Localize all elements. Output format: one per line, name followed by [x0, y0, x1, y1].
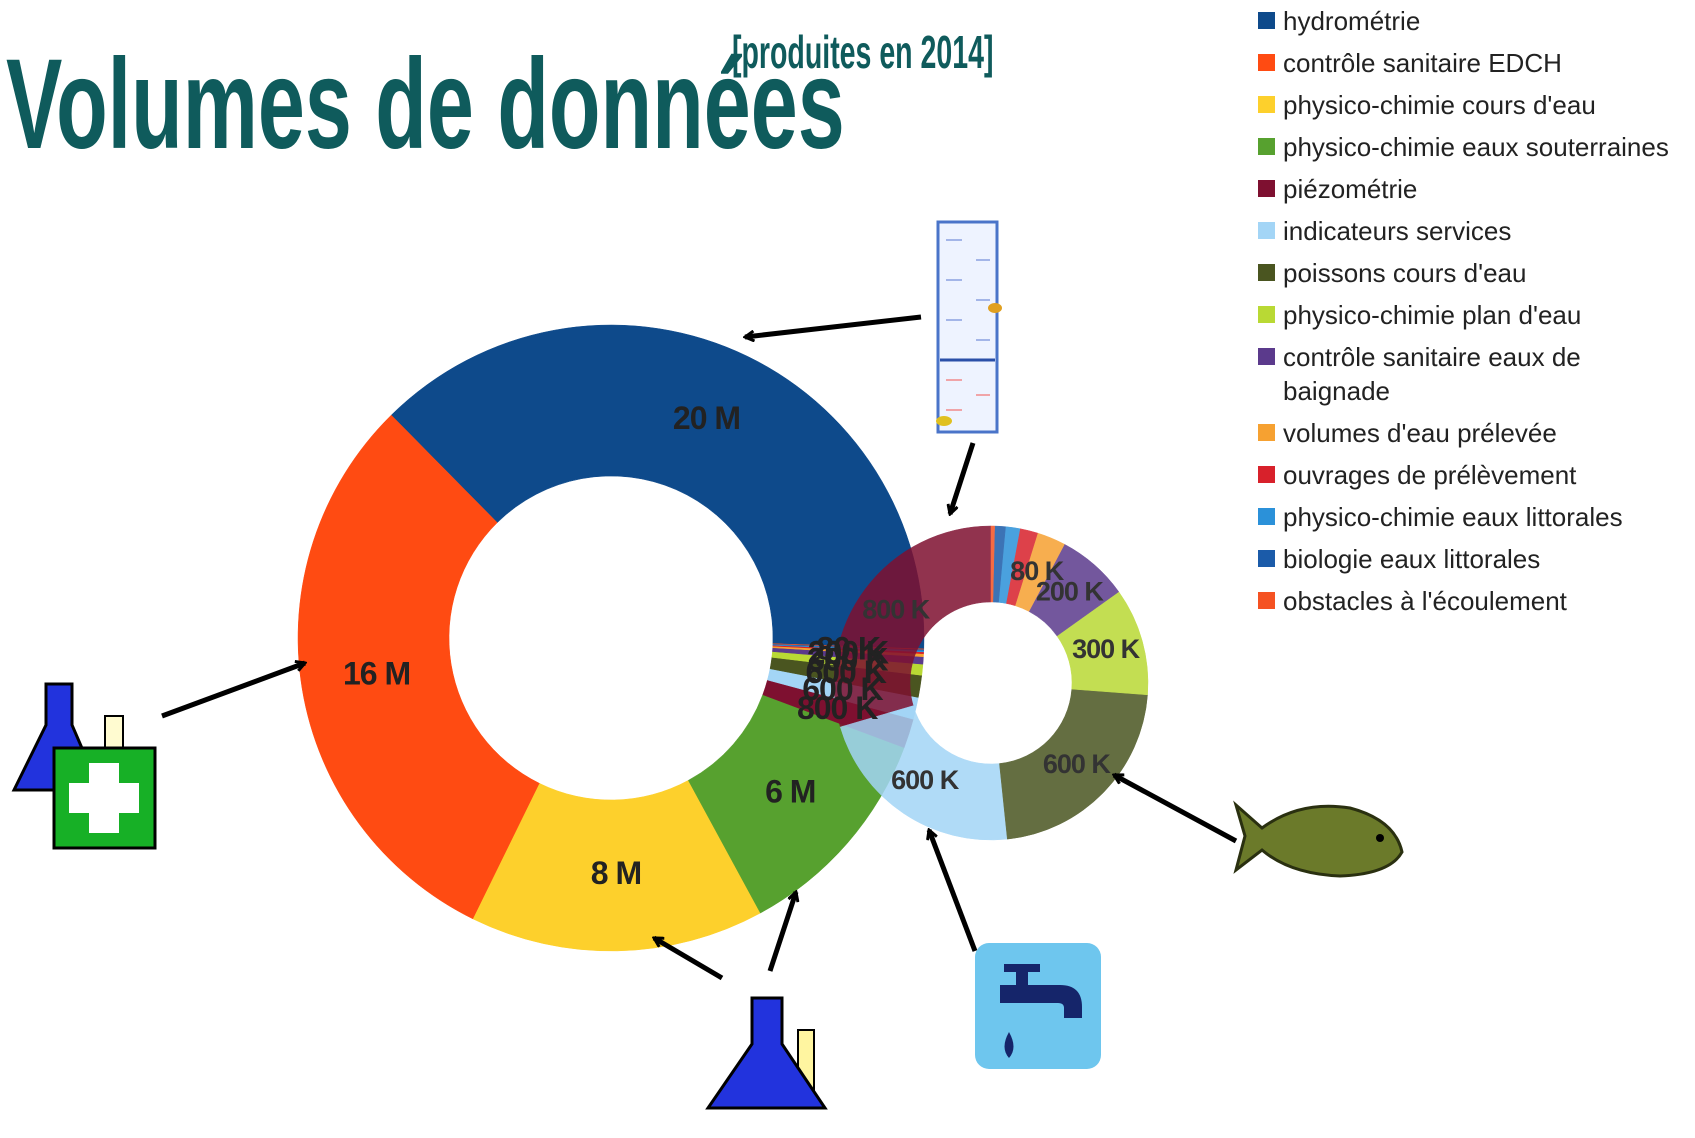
legend-swatch	[1258, 508, 1275, 525]
legend-swatch	[1258, 96, 1275, 113]
slice-label: 8 M	[591, 855, 641, 891]
lab-health-icon	[14, 684, 155, 848]
legend-item: piézométrie	[1258, 172, 1693, 206]
tap-icon	[975, 943, 1101, 1069]
fish-icon	[1236, 805, 1402, 876]
arrow	[654, 938, 722, 978]
legend: hydrométrie contrôle sanitaire EDCH physic…	[1258, 4, 1693, 626]
chart-subtitle: [produites en 2014]	[732, 27, 993, 79]
legend-label: indicateurs services	[1283, 214, 1688, 248]
legend-label: physico-chimie cours d'eau	[1283, 88, 1688, 122]
arrow	[745, 317, 921, 337]
legend-item: contrôle sanitaire EDCH	[1258, 46, 1693, 80]
legend-swatch	[1258, 180, 1275, 197]
legend-item: volumes d'eau prélevée	[1258, 416, 1693, 450]
legend-label: obstacles à l'écoulement	[1283, 584, 1688, 618]
legend-swatch	[1258, 222, 1275, 239]
chart-title: Volumes de données	[6, 32, 845, 175]
page: Volumes de données [produites en 2014] 2…	[0, 0, 1695, 1138]
arrow	[1114, 775, 1236, 841]
legend-item: biologie eaux littorales	[1258, 542, 1693, 576]
legend-swatch	[1258, 466, 1275, 483]
arrow	[950, 443, 973, 514]
legend-swatch	[1258, 264, 1275, 281]
slice-label: 800 K	[862, 595, 931, 625]
slice-label: 20 M	[673, 400, 740, 436]
legend-swatch	[1258, 138, 1275, 155]
legend-swatch	[1258, 306, 1275, 323]
legend-label: contrôle sanitaire EDCH	[1283, 46, 1688, 80]
legend-item: physico-chimie eaux souterraines	[1258, 130, 1693, 164]
gauge-icon	[936, 222, 1002, 432]
legend-swatch	[1258, 592, 1275, 609]
slice	[391, 325, 924, 649]
legend-item: obstacles à l'écoulement	[1258, 584, 1693, 618]
legend-label: hydrométrie	[1283, 4, 1688, 38]
legend-item: indicateurs services	[1258, 214, 1693, 248]
legend-label: contrôle sanitaire eaux de baignade	[1283, 340, 1688, 408]
slice-label: 300 K	[1072, 634, 1141, 664]
legend-item: physico-chimie eaux littorales	[1258, 500, 1693, 534]
legend-swatch	[1258, 348, 1275, 365]
slice-label: 16 M	[343, 656, 410, 692]
legend-item: physico-chimie plan d'eau	[1258, 298, 1693, 332]
slice-label: 600 K	[1043, 749, 1112, 779]
legend-swatch	[1258, 54, 1275, 71]
legend-label: physico-chimie eaux littorales	[1283, 500, 1688, 534]
legend-label: piézométrie	[1283, 172, 1688, 206]
legend-item: poissons cours d'eau	[1258, 256, 1693, 290]
arrow	[929, 830, 975, 951]
legend-item: physico-chimie cours d'eau	[1258, 88, 1693, 122]
slice-label: 80 K	[816, 631, 880, 667]
legend-label: physico-chimie eaux souterraines	[1283, 130, 1688, 164]
legend-swatch	[1258, 424, 1275, 441]
slice-label: 6 M	[765, 773, 815, 809]
legend-swatch	[1258, 12, 1275, 29]
legend-label: physico-chimie plan d'eau	[1283, 298, 1688, 332]
slice-label: 80 K	[1010, 556, 1065, 586]
legend-swatch	[1258, 550, 1275, 567]
legend-item: contrôle sanitaire eaux de baignade	[1258, 340, 1693, 408]
legend-label: biologie eaux littorales	[1283, 542, 1688, 576]
legend-item: hydrométrie	[1258, 4, 1693, 38]
legend-label: ouvrages de prélèvement	[1283, 458, 1688, 492]
legend-label: poissons cours d'eau	[1283, 256, 1688, 290]
lab-icon	[708, 998, 825, 1108]
arrow	[162, 663, 305, 716]
legend-label: volumes d'eau prélevée	[1283, 416, 1688, 450]
legend-item: ouvrages de prélèvement	[1258, 458, 1693, 492]
slice-label: 600 K	[891, 765, 960, 795]
